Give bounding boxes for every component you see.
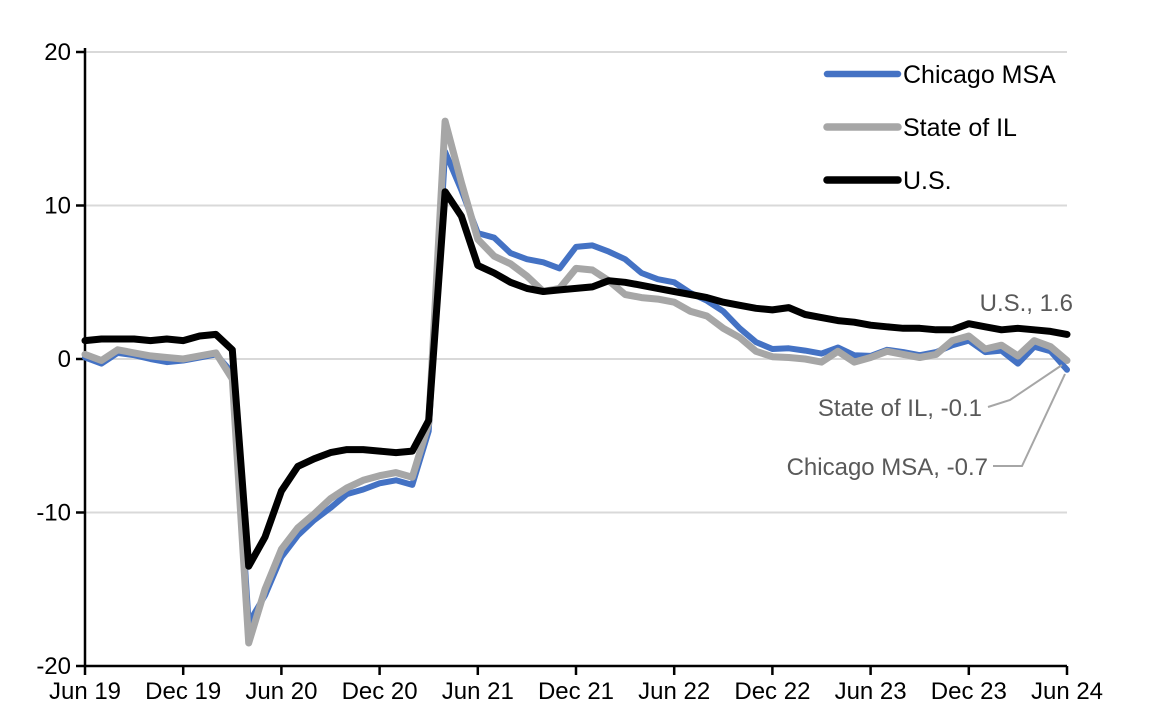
series-line-u-s <box>81 188 1071 570</box>
legend-label-chicago-msa: Chicago MSA <box>903 61 1056 89</box>
x-axis-tick-label: Jun 19 <box>49 678 121 705</box>
x-axis-tick-label: Dec 23 <box>931 678 1007 705</box>
x-axis-tick-label: Jun 24 <box>1031 678 1103 705</box>
y-axis-tick-label: 10 <box>44 193 71 220</box>
y-axis-tick-label: 0 <box>58 346 71 373</box>
legend-label-state-of-il: State of IL <box>903 114 1017 142</box>
y-axis-tick-label: -20 <box>36 653 71 680</box>
x-axis-tick-label: Dec 20 <box>342 678 418 705</box>
data-label-chicago-msa: Chicago MSA, -0.7 <box>787 454 988 481</box>
x-axis-tick-label: Jun 21 <box>442 678 514 705</box>
y-axis-tick-label: 20 <box>44 39 71 66</box>
x-axis-tick-label: Jun 20 <box>245 678 317 705</box>
x-axis-tick-label: Jun 23 <box>835 678 907 705</box>
legend-label-u-s: U.S. <box>903 167 952 195</box>
data-label-state-of-il: State of IL, -0.1 <box>818 395 982 422</box>
x-axis-tick-label: Jun 22 <box>638 678 710 705</box>
series-line-state-of-il <box>81 117 1071 647</box>
x-axis-tick-label: Dec 22 <box>734 678 810 705</box>
x-axis-tick-label: Dec 19 <box>145 678 221 705</box>
leader-line-chicago-msa <box>993 373 1066 467</box>
y-axis-tick-label: -10 <box>36 500 71 527</box>
data-label-u-s: U.S., 1.6 <box>980 290 1073 317</box>
leader-line-state-of-il <box>987 364 1063 408</box>
x-axis-tick-label: Dec 21 <box>538 678 614 705</box>
